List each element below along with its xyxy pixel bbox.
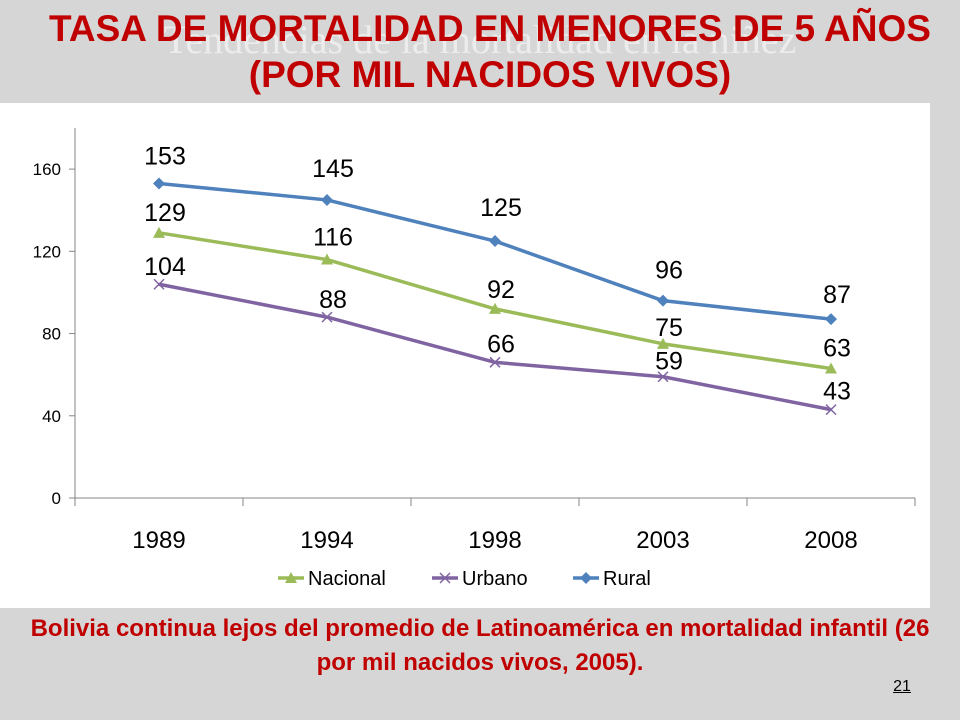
urbano-point [439,572,451,584]
urbano-point [657,371,669,383]
x-tick-label: 2003 [636,527,689,554]
urbano-point [153,278,165,290]
nacional-point [153,226,165,238]
rural-data-label: 125 [480,194,522,222]
nacional-data-label: 129 [144,199,186,227]
y-tick-label: 80 [42,325,61,344]
x-tick-label: 2008 [804,527,857,554]
mortality-line-chart: 0 40 80 120 160 1989 1994 1998 2003 2008 129 116 92… [33,128,916,590]
rural-point [321,193,333,206]
legend-label: Nacional [308,568,386,590]
rural-point [580,572,592,584]
legend-label: Urbano [462,568,528,590]
urbano-point [489,356,501,368]
page-number: 21 [893,678,911,695]
y-tick-label: 120 [33,242,61,261]
y-tick-label: 160 [33,160,61,179]
x-tick-label: 1989 [132,527,185,554]
legend-item-nacional: Nacional [278,568,386,590]
nacional-point [657,337,669,349]
background-title: Tendencias de la mortalidad en la niñez [163,17,797,62]
urbano-point [321,311,333,323]
chart-legend: Nacional Urbano Rural [278,568,651,590]
nacional-data-label: 75 [655,314,683,342]
rural-point [153,177,165,190]
chart-axes: 0 40 80 120 160 1989 1994 1998 2003 2008 [33,128,916,554]
x-tick-label: 1994 [300,527,353,554]
series-markers [153,177,837,416]
y-tick-label: 0 [52,489,61,508]
y-tick-label: 40 [42,407,61,426]
rural-point [489,235,501,248]
legend-label: Rural [603,568,651,590]
legend-item-rural: Rural [573,568,651,590]
rural-point [825,313,837,326]
nacional-point [825,362,837,374]
urbano-data-label: 59 [655,348,683,376]
legend-item-urbano: Urbano [432,568,528,590]
slide-title: TASA DE MORTALIDAD EN MENORES DE 5 AÑOS … [49,8,931,95]
urbano-data-label: 88 [319,286,347,314]
nacional-point [285,572,297,583]
rural-data-label: 145 [312,155,354,183]
nacional-data-label: 63 [823,335,851,363]
urbano-point [825,404,837,416]
x-tick-label: 1998 [468,527,521,554]
nacional-data-label: 116 [313,224,353,252]
nacional-point [489,302,501,314]
rural-data-label: 96 [655,257,683,285]
footer-note: Bolivia continua lejos del promedio de L… [30,615,930,676]
rural-point [657,294,669,307]
rural-data-label: 87 [823,281,851,309]
rural-data-label: 153 [144,143,186,171]
nacional-point [321,253,333,265]
urbano-data-label: 104 [144,253,186,281]
data-labels: 129 116 92 75 63 104 88 66 59 43 153 145 125 96 87 [144,143,851,406]
urbano-data-label: 43 [823,378,851,406]
chart-panel: 0 40 80 120 160 1989 1994 1998 2003 2008 129 116 92… [0,103,930,608]
urbano-data-label: 66 [487,330,515,358]
nacional-data-label: 92 [487,276,515,304]
